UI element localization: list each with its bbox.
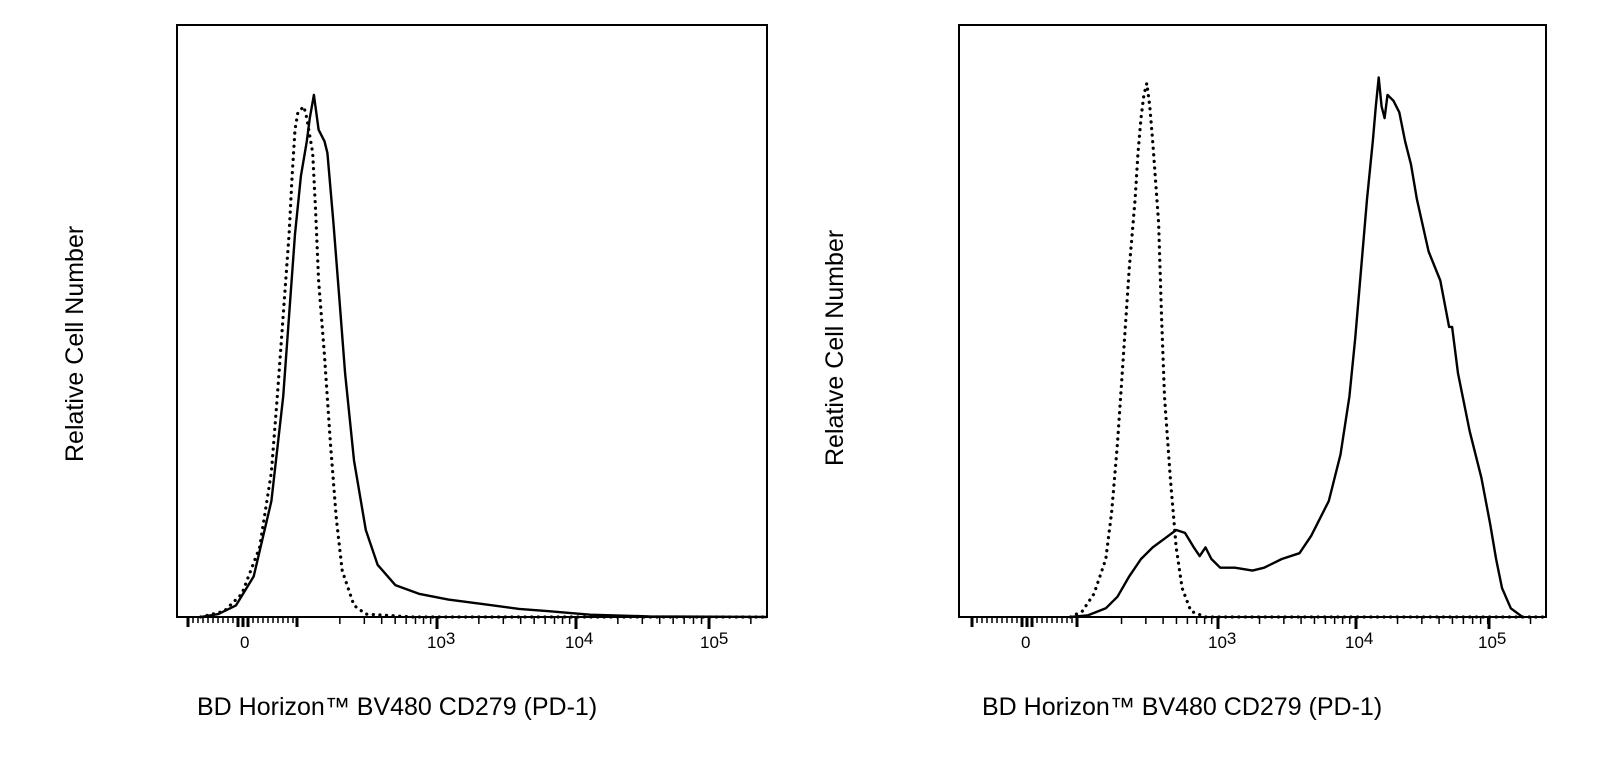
tick-text: 10 — [565, 633, 584, 652]
x-axis-ticks — [186, 617, 752, 629]
y-axis-label-right: Relative Cell Number — [821, 229, 849, 466]
x-axis-label-left: BD Horizon™ BV480 CD279 (PD-1) — [197, 693, 598, 721]
x-tick-label-1e3-left: 103 — [427, 629, 455, 653]
plot-frame — [958, 24, 1547, 618]
tick-text: 0 — [240, 633, 250, 652]
tick-text: 10 — [700, 633, 719, 652]
x-tick-label-0-right: 0 — [1021, 633, 1030, 653]
tick-exponent: 4 — [1363, 629, 1374, 648]
histogram-panel-left: Relative Cell Number BD Horizon™ BV480 C… — [0, 0, 800, 767]
tick-text: 10 — [427, 633, 446, 652]
x-tick-label-1e5-left: 105 — [700, 629, 728, 653]
tick-exponent: 5 — [1496, 629, 1507, 648]
x-tick-label-1e4-left: 104 — [565, 629, 593, 653]
x-tick-label-1e4-right: 104 — [1345, 629, 1373, 653]
tick-exponent: 3 — [1226, 629, 1237, 648]
x-axis-label-right: BD Horizon™ BV480 CD279 (PD-1) — [982, 693, 1383, 721]
tick-exponent: 4 — [583, 629, 594, 648]
isotype-control-curve — [1068, 81, 1548, 619]
isotype-control-curve — [199, 104, 769, 619]
x-axis-ticks — [970, 617, 1532, 629]
tick-exponent: 3 — [445, 629, 456, 648]
histogram-plot-left — [176, 24, 769, 629]
stained-sample-curve — [1070, 76, 1524, 619]
x-tick-label-1e3-right: 103 — [1208, 629, 1236, 653]
x-tick-label-0-left: 0 — [240, 633, 249, 653]
tick-text: 10 — [1208, 633, 1227, 652]
tick-text: 0 — [1021, 633, 1031, 652]
tick-text: 10 — [1345, 633, 1364, 652]
x-tick-label-1e5-right: 105 — [1478, 629, 1506, 653]
tick-text: 10 — [1478, 633, 1497, 652]
stained-sample-curve — [200, 93, 768, 619]
tick-exponent: 5 — [718, 629, 729, 648]
